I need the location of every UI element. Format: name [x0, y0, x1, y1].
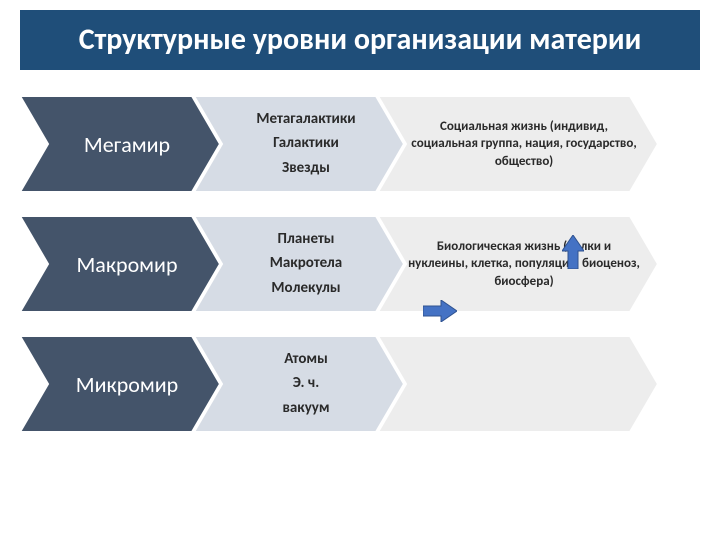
col3-chevron [378, 336, 658, 432]
arrow-up-icon [562, 235, 584, 269]
col3-chevron: Социальная жизнь (индивид, социальная гр… [378, 96, 658, 192]
col2-chevron: Атомы Э. ч. вакуум [194, 336, 404, 432]
diagram-rows: Мегамир Метагалактики Галактики Звезды С… [0, 78, 720, 432]
col2-label: Атомы Э. ч. вакуум [258, 347, 339, 421]
level-label: Микромир [52, 371, 188, 398]
page-title: Структурные уровни организации материи [20, 10, 700, 70]
col2-chevron: Метагалактики Галактики Звезды [194, 96, 404, 192]
row-megaworld: Мегамир Метагалактики Галактики Звезды С… [20, 96, 700, 192]
row-microworld: Микромир Атомы Э. ч. вакуум [20, 336, 700, 432]
col2-label: Метагалактики Галактики Звезды [232, 107, 365, 181]
col3-label: Социальная жизнь (индивид, социальная гр… [378, 118, 658, 171]
level-label: Мегамир [60, 131, 180, 158]
col3-chevron: Биологическая жизнь (белки и нуклеины, к… [378, 216, 658, 312]
col2-chevron: Планеты Макротела Молекулы [194, 216, 404, 312]
arrow-right-icon [423, 300, 457, 322]
level-chevron: Макромир [20, 216, 220, 312]
level-chevron: Мегамир [20, 96, 220, 192]
level-label: Макромир [52, 251, 187, 278]
row-macroworld: Макромир Планеты Макротела Молекулы Биол… [20, 216, 700, 312]
col2-label: Планеты Макротела Молекулы [246, 227, 352, 301]
col3-label: Биологическая жизнь (белки и нуклеины, к… [378, 238, 658, 291]
level-chevron: Микромир [20, 336, 220, 432]
